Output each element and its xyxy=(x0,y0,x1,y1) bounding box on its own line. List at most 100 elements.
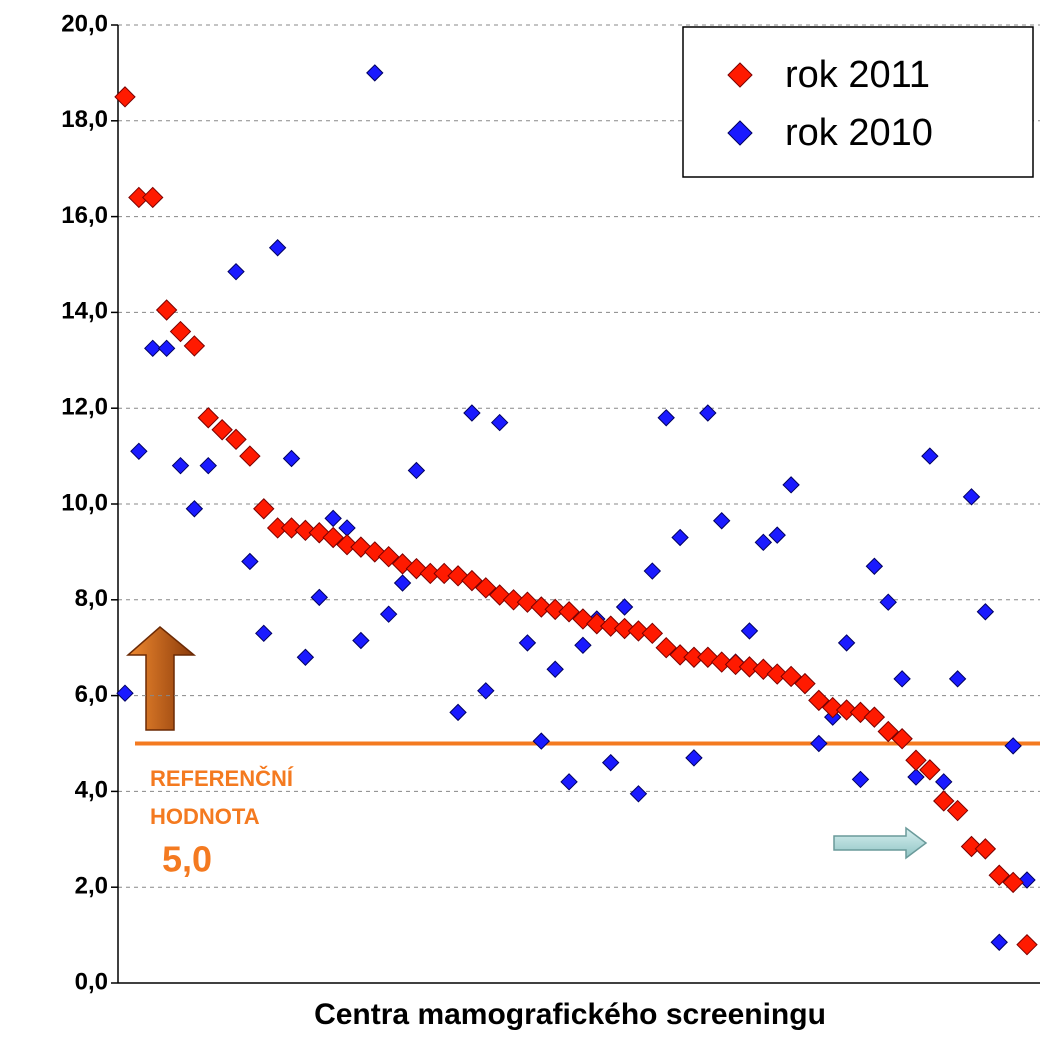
point xyxy=(671,528,689,547)
point xyxy=(863,706,886,728)
point xyxy=(613,617,636,640)
point xyxy=(990,933,1008,951)
legend-marker xyxy=(727,62,753,88)
point xyxy=(629,785,648,803)
point xyxy=(407,461,426,480)
point xyxy=(324,509,342,528)
point xyxy=(502,589,525,611)
point xyxy=(711,651,733,673)
point xyxy=(877,720,899,743)
point xyxy=(921,447,939,465)
legend-label: rok 2010 xyxy=(785,112,933,154)
y-tick-label: 16,0 xyxy=(61,202,108,229)
point xyxy=(253,498,275,520)
point xyxy=(822,696,844,719)
point xyxy=(255,624,273,643)
reference-text: REFERENČNÍ xyxy=(150,766,294,791)
point xyxy=(379,605,398,623)
point xyxy=(948,670,967,688)
point xyxy=(974,838,997,860)
y-tick-label: 4,0 xyxy=(75,777,108,804)
point xyxy=(211,419,233,441)
point xyxy=(879,593,897,611)
point xyxy=(601,753,620,772)
point xyxy=(130,442,148,461)
point xyxy=(546,660,564,678)
point xyxy=(740,622,759,640)
point xyxy=(197,407,219,429)
point xyxy=(655,636,677,659)
point xyxy=(766,663,788,685)
point xyxy=(615,598,634,616)
point xyxy=(768,526,786,544)
point xyxy=(574,636,592,655)
point xyxy=(810,734,828,753)
point xyxy=(919,759,941,781)
point xyxy=(599,615,622,637)
point xyxy=(699,404,717,422)
point xyxy=(988,864,1010,886)
point xyxy=(962,488,981,506)
point xyxy=(808,689,830,712)
point xyxy=(225,428,247,451)
point xyxy=(865,557,884,575)
y-tick-label: 20,0 xyxy=(61,10,108,37)
point xyxy=(685,749,703,767)
point xyxy=(239,445,261,467)
point xyxy=(891,728,913,750)
point xyxy=(558,601,580,623)
point xyxy=(976,603,995,621)
point xyxy=(116,684,134,702)
legend-marker xyxy=(727,120,753,146)
point xyxy=(490,413,509,432)
point xyxy=(338,519,356,537)
y-tick-label: 14,0 xyxy=(61,298,108,325)
point xyxy=(296,648,315,666)
reference-text: HODNOTA xyxy=(150,804,260,829)
point xyxy=(475,577,497,599)
point xyxy=(1004,737,1022,755)
arrow-right xyxy=(833,826,928,860)
point xyxy=(322,526,344,549)
point xyxy=(657,409,675,427)
reference-value: 5,0 xyxy=(162,839,212,880)
point xyxy=(171,456,190,475)
point xyxy=(310,588,328,607)
point xyxy=(835,699,858,721)
point xyxy=(393,574,412,592)
point xyxy=(366,64,384,82)
y-tick-label: 18,0 xyxy=(61,106,108,133)
point xyxy=(268,239,287,257)
y-tick-label: 2,0 xyxy=(75,873,108,900)
point xyxy=(114,86,136,108)
point xyxy=(713,512,731,530)
point xyxy=(935,773,953,791)
point xyxy=(754,533,773,552)
point xyxy=(185,500,204,518)
point xyxy=(155,299,178,321)
point xyxy=(1018,871,1036,889)
point xyxy=(738,656,761,678)
point xyxy=(946,799,969,822)
point xyxy=(280,517,303,539)
point xyxy=(183,335,206,357)
point xyxy=(142,186,164,209)
point xyxy=(377,545,400,568)
point xyxy=(518,634,537,652)
point xyxy=(157,339,176,358)
point xyxy=(627,620,650,642)
point xyxy=(905,749,927,771)
point xyxy=(532,732,551,750)
point xyxy=(461,569,483,592)
point xyxy=(641,622,664,645)
y-tick-label: 6,0 xyxy=(75,681,108,708)
point xyxy=(907,768,925,786)
point xyxy=(586,613,608,635)
y-tick-label: 8,0 xyxy=(75,585,108,612)
point xyxy=(724,653,747,676)
point xyxy=(433,562,455,585)
point xyxy=(780,665,802,688)
y-tick-label: 10,0 xyxy=(61,489,108,516)
point xyxy=(477,682,495,700)
